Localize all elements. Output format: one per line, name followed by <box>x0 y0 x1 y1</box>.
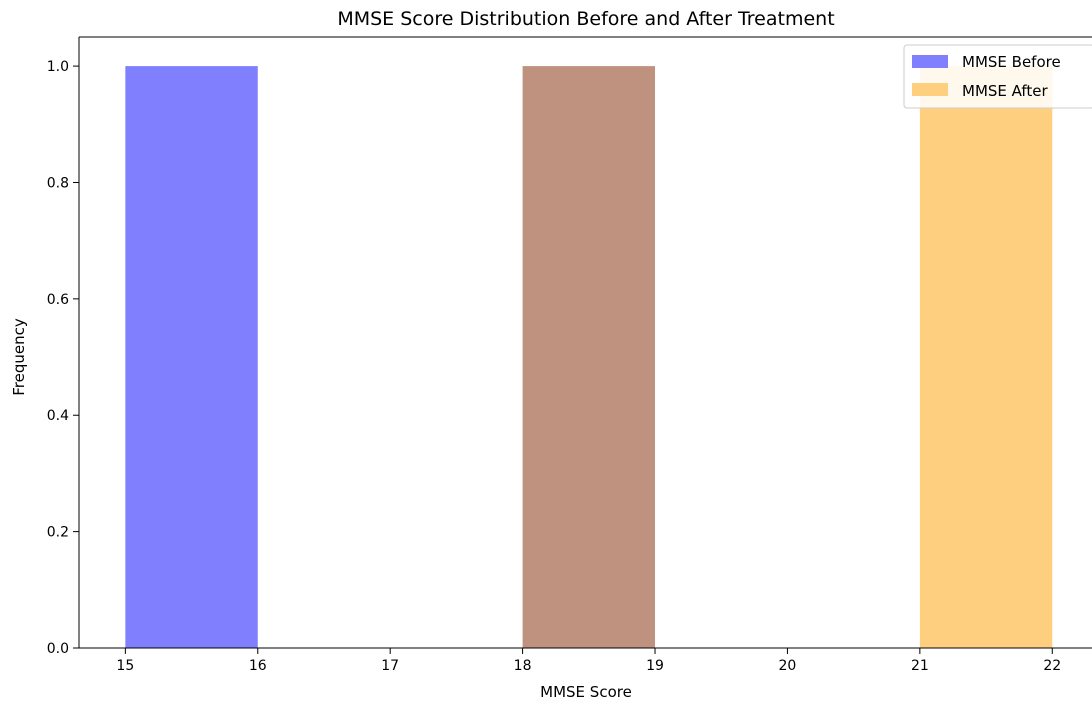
x-tick-label: 20 <box>779 658 797 674</box>
x-axis-label: MMSE Score <box>540 683 632 701</box>
x-tick-label: 22 <box>1043 658 1061 674</box>
legend-swatch-after <box>912 83 948 96</box>
histogram-bar-after <box>919 66 1053 649</box>
x-tick-label: 17 <box>381 658 399 674</box>
legend-swatch-before <box>912 55 948 68</box>
y-tick-label: 0.4 <box>47 408 69 424</box>
x-tick-label: 19 <box>646 658 664 674</box>
y-tick-label: 0.2 <box>47 525 69 541</box>
y-tick-label: 1.0 <box>47 59 69 75</box>
histogram-bar-before <box>125 66 258 649</box>
y-tick-label: 0.6 <box>47 292 69 308</box>
y-axis-label: Frequency <box>10 318 28 396</box>
y-tick-label: 0.8 <box>47 175 69 191</box>
legend-label-before: MMSE Before <box>962 53 1061 71</box>
x-tick-label: 15 <box>116 658 134 674</box>
ticks-layer: 15 16 17 18 19 20 21 22 0.0 0.2 0.4 0.6 0.8 1.0 <box>47 59 1061 674</box>
x-tick-label: 21 <box>911 658 929 674</box>
legend: MMSE Before MMSE After <box>903 44 1092 109</box>
bars-layer <box>125 66 1053 649</box>
axes-layer <box>78 36 1092 649</box>
x-tick-label: 18 <box>514 658 532 674</box>
legend-box <box>903 44 1092 109</box>
chart-title: MMSE Score Distribution Before and After… <box>337 8 834 30</box>
x-tick-label: 16 <box>249 658 267 674</box>
y-tick-label: 0.0 <box>47 641 69 657</box>
histogram-bar-overlap <box>522 66 656 649</box>
legend-label-after: MMSE After <box>962 82 1049 100</box>
